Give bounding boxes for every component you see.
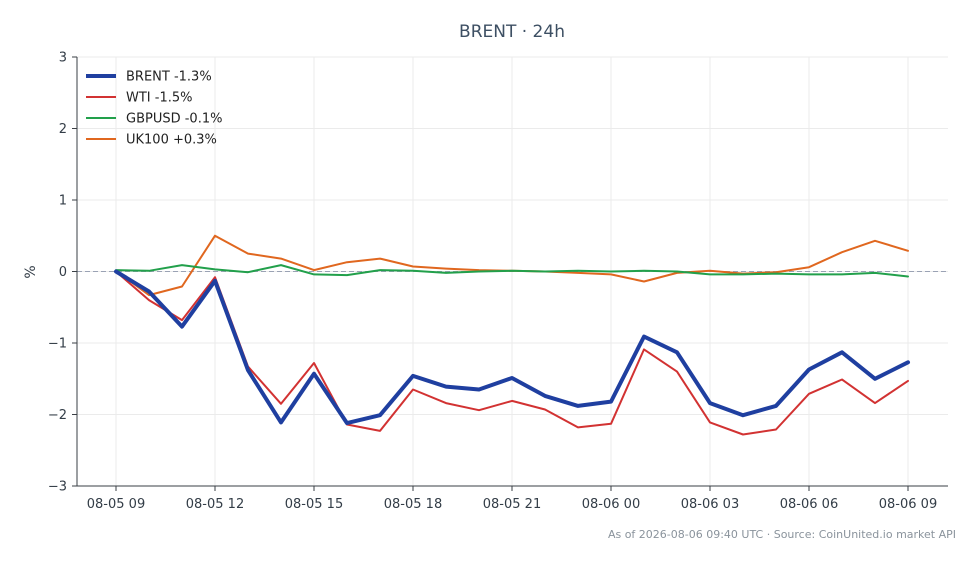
x-tick-label: 08-05 15	[285, 497, 343, 512]
x-tick-label: 08-06 06	[780, 497, 838, 512]
x-tick-label: 08-05 12	[186, 497, 244, 512]
y-tick-label: 0	[59, 265, 67, 280]
x-ticks: 08-05 09 08-05 12 08-05 15 08-05 18 08-05 21…	[87, 486, 937, 512]
y-tick-label: 2	[59, 122, 67, 137]
legend-label: UK100 +0.3%	[126, 133, 217, 148]
x-tick-label: 08-05 09	[87, 497, 145, 512]
y-tick-label: −3	[48, 480, 67, 495]
y-tick-label: 1	[59, 194, 67, 209]
series-line	[114, 269, 910, 426]
y-tick-label: −2	[48, 408, 67, 423]
x-tick-label: 08-06 00	[582, 497, 640, 512]
x-tick-label: 08-05 21	[483, 497, 541, 512]
x-tick-label: 08-06 09	[879, 497, 937, 512]
legend-label: BRENT -1.3%	[126, 70, 212, 85]
y-tick-label: 3	[59, 51, 67, 66]
y-ticks: −3 −2 −1 0 1 2 3	[48, 51, 77, 495]
footer-source: As of 2026-08-06 09:40 UTC · Source: Coi…	[608, 528, 956, 541]
chart-title: BRENT · 24h	[459, 22, 565, 42]
series-lines	[114, 234, 910, 436]
legend-label: WTI -1.5%	[126, 91, 192, 106]
legend-label: GBPUSD -0.1%	[126, 112, 222, 127]
legend: BRENT -1.3% WTI -1.5% GBPUSD -0.1% UK100 +0…	[86, 70, 222, 148]
x-tick-label: 08-06 03	[681, 497, 739, 512]
y-tick-label: −1	[48, 337, 67, 352]
x-tick-label: 08-05 18	[384, 497, 442, 512]
y-axis-label: %	[23, 265, 39, 278]
series-line	[115, 264, 909, 278]
